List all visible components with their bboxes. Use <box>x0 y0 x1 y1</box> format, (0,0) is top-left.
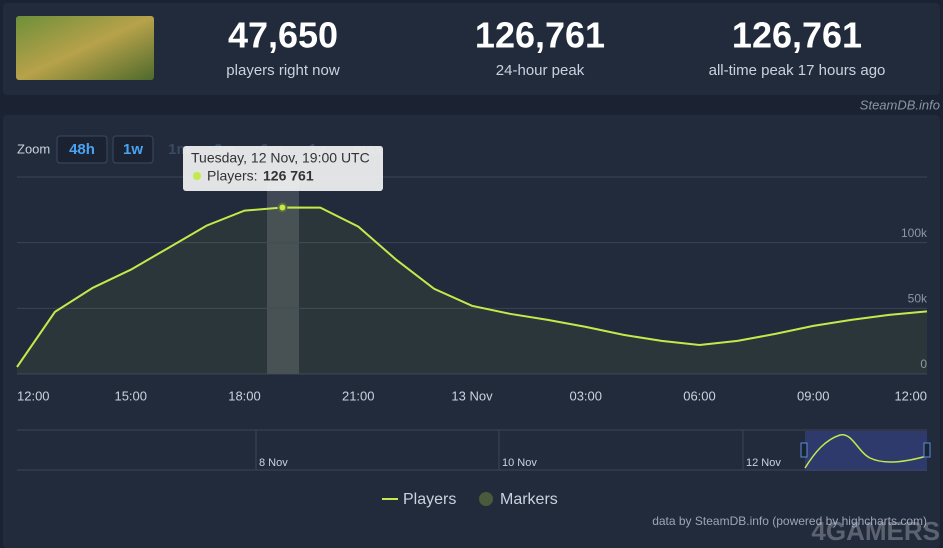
x-tick-label: 15:00 <box>114 388 147 403</box>
zoom-button[interactable] <box>112 135 154 164</box>
tooltip-value: 126 761 <box>263 168 314 184</box>
stat-label: 24-hour peak <box>496 62 585 79</box>
navigator-handle[interactable] <box>923 442 931 458</box>
x-tick-label: 13 Nov <box>451 388 493 403</box>
zoom-button-label[interactable]: 48h <box>69 141 95 158</box>
tooltip-title: Tuesday, 12 Nov, 19:00 UTC <box>191 150 370 166</box>
hover-point <box>277 202 288 213</box>
x-tick-label: 12:00 <box>17 388 50 403</box>
x-tick-label: 12:00 <box>894 388 927 403</box>
tooltip-dot <box>193 172 201 180</box>
stat-value: 126,761 <box>732 15 862 56</box>
series-line <box>16 206 928 368</box>
x-tick-label: 09:00 <box>797 388 830 403</box>
navigator-line <box>804 434 928 469</box>
navigator-selection <box>805 431 927 471</box>
series-area <box>17 207 927 374</box>
stat-label: players right now <box>226 62 340 79</box>
navigator-handle[interactable] <box>800 442 808 458</box>
game-image <box>16 16 154 80</box>
legend-label[interactable]: Players <box>403 491 456 508</box>
x-tick-label: 18:00 <box>228 388 261 403</box>
stats-panel <box>3 3 940 95</box>
zoom-button-label[interactable]: 1w <box>123 141 143 158</box>
tooltip <box>183 146 383 191</box>
navigator-label: 12 Nov <box>746 457 781 469</box>
zoom-label: Zoom <box>17 141 50 156</box>
y-tick-label: 50k <box>908 292 928 306</box>
zoom-button[interactable] <box>56 135 108 164</box>
stat-label: all-time peak 17 hours ago <box>709 62 886 79</box>
credits[interactable]: data by SteamDB.info (powered by highcha… <box>652 514 927 528</box>
x-tick-label: 03:00 <box>569 388 602 403</box>
source: SteamDB.info <box>860 97 940 112</box>
y-tick-label: 100k <box>901 226 928 240</box>
watermark: 4GAMERS <box>811 516 940 546</box>
navigator-label: 8 Nov <box>259 457 288 469</box>
navigator-label: 10 Nov <box>502 457 537 469</box>
chart-panel <box>3 115 940 548</box>
legend-label[interactable]: Markers <box>500 491 558 508</box>
stat-value: 126,761 <box>475 15 605 56</box>
x-tick-label: 06:00 <box>683 388 716 403</box>
legend-marker[interactable] <box>479 492 493 506</box>
x-tick-label: 21:00 <box>342 388 375 403</box>
stat-value: 47,650 <box>228 15 338 56</box>
tooltip-label: Players: <box>207 168 258 184</box>
y-tick-label: 0 <box>920 357 927 371</box>
